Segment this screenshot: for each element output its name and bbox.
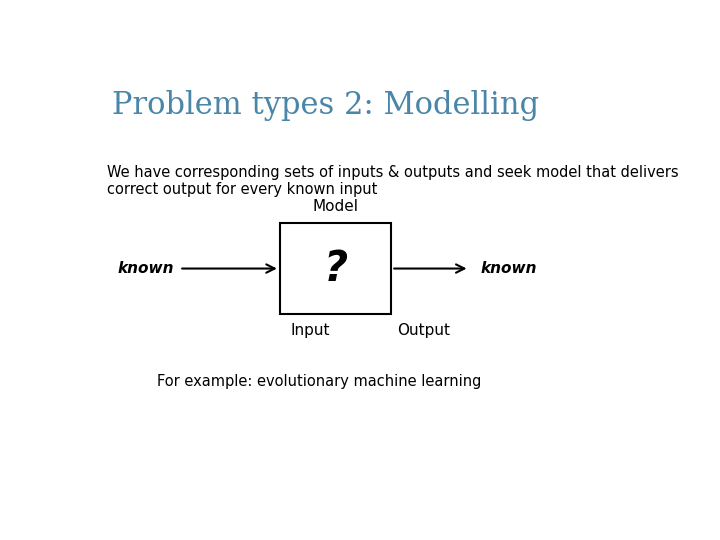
Text: known: known — [117, 261, 174, 276]
Text: Problem types 2: Modelling: Problem types 2: Modelling — [112, 90, 539, 121]
Text: Model: Model — [312, 199, 359, 214]
Text: Input: Input — [290, 322, 330, 338]
FancyBboxPatch shape — [280, 223, 392, 314]
Text: Output: Output — [397, 322, 450, 338]
Text: For example: evolutionary machine learning: For example: evolutionary machine learni… — [157, 374, 482, 389]
Text: We have corresponding sets of inputs & outputs and seek model that delivers
corr: We have corresponding sets of inputs & o… — [107, 165, 678, 197]
Text: ?: ? — [323, 247, 348, 289]
Text: known: known — [481, 261, 537, 276]
